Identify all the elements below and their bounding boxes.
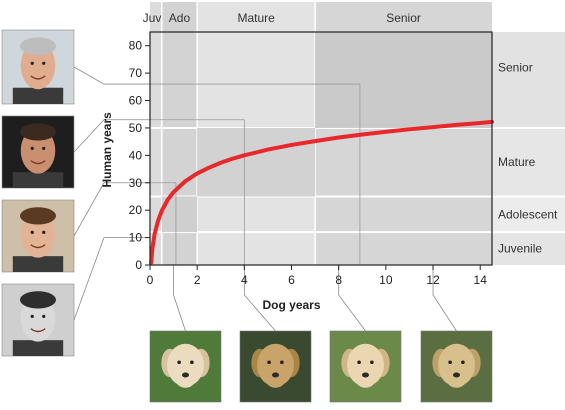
mouth-shape — [30, 244, 46, 249]
dog-photo-3 — [329, 330, 402, 403]
dog-photo-connector — [338, 265, 366, 332]
x-tick-label: 4 — [241, 273, 248, 287]
dog-stage-label: Mature — [237, 11, 275, 25]
shirt-shape — [12, 256, 64, 272]
eye-shape — [42, 61, 46, 65]
hair-shape — [20, 207, 56, 225]
y-tick-label: 50 — [129, 121, 143, 135]
human-stage-row-mature — [492, 127, 565, 197]
y-tick-label: 40 — [129, 148, 143, 162]
y-tick-label: 0 — [135, 258, 142, 272]
plot-frame — [149, 31, 493, 266]
dog-stage-column-juv — [150, 2, 162, 265]
human-photo-1 — [1, 29, 75, 105]
eye-shape — [370, 360, 374, 365]
y-tick-label: 80 — [129, 39, 143, 53]
age-curve-line — [149, 119, 494, 265]
human-stage-label: Adolescent — [498, 207, 558, 221]
head-shape — [438, 343, 475, 387]
muzzle-shape — [446, 370, 467, 388]
eye-shape — [30, 61, 34, 65]
dog-photo-2 — [239, 330, 312, 403]
x-tick-label: 10 — [379, 273, 393, 287]
muzzle-shape — [265, 370, 286, 388]
y-tick-label: 70 — [129, 66, 143, 80]
eye-shape — [42, 314, 46, 318]
eye-shape — [267, 360, 271, 365]
human-photo-3 — [1, 199, 75, 273]
head-shape — [347, 343, 384, 387]
nose-shape — [182, 372, 189, 378]
x-tick-label: 8 — [335, 273, 342, 287]
y-tick-label: 20 — [129, 203, 143, 217]
stage-overlap-region — [315, 32, 492, 128]
eye-shape — [30, 314, 34, 318]
human-stage-row-juvenile — [492, 232, 565, 265]
shirt-shape — [12, 87, 64, 104]
dog-photo-connector — [173, 265, 186, 332]
human-stage-row-adolescent — [492, 196, 565, 233]
muzzle-shape — [355, 370, 376, 388]
dog-photo-connector — [243, 265, 276, 332]
eye-shape — [177, 360, 181, 365]
nose-shape — [362, 372, 369, 378]
dog-photo-1 — [149, 330, 222, 403]
mouth-shape — [30, 328, 46, 333]
eye-shape — [448, 360, 452, 365]
shirt-shape — [12, 172, 64, 188]
x-tick-label: 14 — [474, 273, 488, 287]
dog-stage-label: Senior — [386, 11, 421, 25]
muzzle-shape — [175, 370, 196, 388]
human-stage-row-senior — [492, 32, 565, 128]
human-photo-4 — [1, 283, 75, 357]
human-stage-label: Juvenile — [498, 242, 542, 256]
eye-shape — [42, 230, 46, 234]
human-stage-label: Mature — [498, 155, 536, 169]
mouth-shape — [30, 75, 46, 80]
human-photo-connector — [73, 182, 150, 237]
eye-shape — [30, 146, 34, 150]
shirt-shape — [12, 340, 64, 356]
y-axis-label: Human years — [100, 112, 114, 188]
human-photo-connector — [73, 237, 150, 321]
x-tick-label: 0 — [147, 273, 154, 287]
eye-shape — [190, 360, 194, 365]
human-photo-connector — [73, 119, 150, 153]
hair-shape — [20, 37, 56, 56]
eye-shape — [357, 360, 361, 365]
eye-shape — [42, 146, 46, 150]
x-tick-label: 12 — [426, 273, 440, 287]
hair-shape — [20, 291, 56, 309]
eye-shape — [30, 230, 34, 234]
eye-shape — [280, 360, 284, 365]
dog-photo-connector — [432, 265, 457, 332]
mouth-shape — [30, 160, 46, 165]
y-tick-label: 30 — [129, 176, 143, 190]
x-tick-label: 2 — [194, 273, 201, 287]
x-axis-label: Dog years — [263, 298, 321, 312]
head-shape — [167, 343, 204, 387]
dog-stage-label: Juv — [143, 11, 162, 25]
hair-shape — [20, 123, 56, 141]
nose-shape — [272, 372, 279, 378]
human-photo-connector — [73, 66, 150, 85]
eye-shape — [461, 360, 465, 365]
y-tick-label: 60 — [129, 94, 143, 108]
head-shape — [257, 343, 294, 387]
human-photo-2 — [1, 115, 75, 189]
x-tick-label: 6 — [288, 273, 295, 287]
dog-photo-4 — [420, 330, 493, 403]
y-tick-label: 10 — [129, 231, 143, 245]
stage-overlap-region — [197, 127, 316, 197]
dog-stage-label: Ado — [169, 11, 191, 25]
nose-shape — [453, 372, 460, 378]
human-stage-label: Senior — [498, 61, 533, 75]
